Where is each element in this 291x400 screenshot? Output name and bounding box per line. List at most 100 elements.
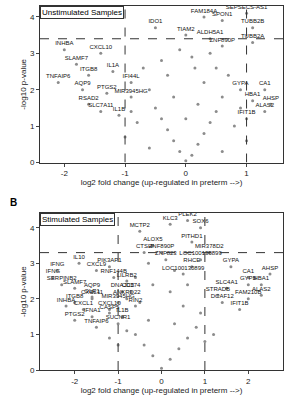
svg-text:OLR1: OLR1 (84, 288, 100, 294)
svg-text:AHSP: AHSP (263, 95, 279, 101)
svg-text:IL1A: IL1A (107, 62, 119, 68)
svg-text:DCAF12: DCAF12 (211, 293, 235, 299)
svg-text:0: 0 (30, 366, 35, 375)
svg-text:3: 3 (30, 259, 35, 268)
svg-text:SLAMF7: SLAMF7 (65, 55, 89, 61)
svg-text:FAM184A: FAM184A (191, 8, 217, 14)
svg-text:ALOX5: ALOX5 (143, 236, 163, 242)
svg-text:LOC100130899: LOC100130899 (162, 265, 205, 271)
svg-text:3: 3 (30, 49, 35, 58)
svg-text:log2 fold change (up-regulated: log2 fold change (up-regulated in preter… (81, 386, 243, 395)
svg-text:-2: -2 (61, 169, 69, 178)
svg-text:HBA1: HBA1 (245, 91, 261, 97)
svg-text:-2: -2 (71, 377, 79, 386)
svg-text:TUBB2B: TUBB2B (241, 18, 264, 24)
svg-text:SLC7A11: SLC7A11 (88, 102, 114, 108)
svg-text:CXCL10: CXCL10 (98, 300, 121, 306)
svg-text:LILRB2: LILRB2 (117, 272, 138, 278)
svg-text:PTGS2: PTGS2 (65, 311, 85, 317)
svg-text:IFIT1B: IFIT1B (238, 109, 256, 115)
svg-text:ITGB8: ITGB8 (66, 293, 84, 299)
svg-text:SEPSECS-AS1: SEPSECS-AS1 (226, 4, 268, 10)
svg-text:2: 2 (30, 295, 35, 304)
svg-text:KLC3: KLC3 (163, 215, 179, 221)
svg-text:TNFAIP6: TNFAIP6 (84, 318, 109, 324)
svg-text:SPON1: SPON1 (212, 11, 233, 17)
svg-text:TNFAIP6: TNFAIP6 (46, 73, 71, 79)
svg-text:1: 1 (30, 330, 35, 339)
svg-text:SLC4A1: SLC4A1 (215, 279, 238, 285)
svg-text:2: 2 (246, 377, 251, 386)
svg-text:IFIT1B: IFIT1B (231, 300, 249, 306)
svg-text:RHCE: RHCE (183, 257, 200, 263)
svg-text:MIR378D2: MIR378D2 (195, 243, 224, 249)
svg-text:4: 4 (30, 13, 35, 22)
svg-text:B: B (10, 197, 17, 208)
svg-text:STRADB: STRADB (206, 286, 230, 292)
svg-text:ZNF890P: ZNF890P (209, 37, 235, 43)
svg-text:TUBB2A: TUBB2A (241, 33, 264, 39)
svg-text:RSAD2: RSAD2 (79, 95, 100, 101)
svg-text:DNAJC5: DNAJC5 (111, 282, 135, 288)
svg-text:CA1: CA1 (242, 268, 254, 274)
svg-text:ZNF823: ZNF823 (155, 250, 177, 256)
svg-text:PITHD1: PITHD1 (181, 233, 203, 239)
svg-text:ZNF890P: ZNF890P (149, 243, 175, 249)
svg-text:CA1: CA1 (259, 80, 271, 86)
svg-text:SLAMF7: SLAMF7 (63, 279, 87, 285)
svg-text:Unstimulated Samples: Unstimulated Samples (42, 8, 122, 17)
svg-text:CXCL1: CXCL1 (74, 300, 94, 306)
svg-text:log2 fold change (up-regulated: log2 fold change (up-regulated in preter… (81, 178, 243, 187)
svg-text:INHBA: INHBA (57, 297, 75, 303)
svg-text:Stimulated Samples: Stimulated Samples (42, 215, 113, 224)
svg-text:CD274: CD274 (122, 282, 141, 288)
svg-text:1: 1 (203, 377, 208, 386)
svg-text:IL1B: IL1B (116, 307, 128, 313)
svg-text:CXCL9: CXCL9 (87, 261, 107, 267)
svg-text:GYPB: GYPB (240, 275, 257, 281)
svg-text:HBA1: HBA1 (253, 275, 269, 281)
svg-text:-log10 p-value: -log10 p-value (19, 266, 28, 317)
svg-text:TIAM2: TIAM2 (177, 26, 195, 32)
svg-text:ALAS2: ALAS2 (252, 286, 271, 292)
svg-text:CTSH: CTSH (136, 243, 152, 249)
svg-text:SUCNR1: SUCNR1 (106, 314, 131, 320)
svg-text:4: 4 (30, 224, 35, 233)
svg-text:IFNA1: IFNA1 (84, 307, 102, 313)
svg-text:PTGS2: PTGS2 (97, 84, 117, 90)
svg-text:1: 1 (244, 169, 249, 178)
svg-text:IFNG: IFNG (46, 268, 61, 274)
svg-text:IDO1: IDO1 (148, 18, 163, 24)
svg-text:PLEK2: PLEK2 (178, 211, 197, 217)
svg-text:-1: -1 (121, 169, 129, 178)
svg-text:IL1B: IL1B (113, 106, 125, 112)
svg-text:RIN2: RIN2 (129, 297, 143, 303)
svg-text:GYPA: GYPA (232, 80, 248, 86)
svg-text:ITGB8: ITGB8 (80, 66, 98, 72)
svg-text:0: 0 (30, 158, 35, 167)
svg-text:ALDH5A1: ALDH5A1 (197, 29, 224, 35)
svg-text:0: 0 (184, 169, 189, 178)
svg-text:0: 0 (159, 377, 164, 386)
svg-text:RNF144B: RNF144B (101, 268, 127, 274)
svg-text:2: 2 (30, 86, 35, 95)
svg-text:AQP9: AQP9 (75, 80, 92, 86)
svg-text:CASP5: CASP5 (100, 304, 120, 310)
svg-text:AHSP: AHSP (262, 265, 278, 271)
svg-text:INHBA: INHBA (55, 40, 73, 46)
svg-text:MIR3945HG: MIR3945HG (114, 88, 148, 94)
svg-text:-1: -1 (115, 377, 123, 386)
svg-text:SERPINB2: SERPINB2 (47, 275, 77, 281)
svg-text:PIK3AP1: PIK3AP1 (97, 257, 122, 263)
svg-text:ALAS2: ALAS2 (255, 102, 274, 108)
svg-text:FAM210B: FAM210B (235, 289, 261, 295)
svg-text:-log10 p-value: -log10 p-value (19, 58, 28, 109)
svg-text:IL10: IL10 (73, 254, 85, 260)
svg-text:ANKRD22: ANKRD22 (113, 289, 141, 295)
svg-text:GYPA: GYPA (223, 257, 239, 263)
svg-text:MIR3945HG: MIR3945HG (101, 293, 135, 299)
svg-text:IFI44L: IFI44L (123, 73, 141, 79)
svg-text:A: A (10, 0, 17, 1)
svg-text:SOX6: SOX6 (193, 218, 210, 224)
svg-text:CXCL10: CXCL10 (89, 44, 112, 50)
